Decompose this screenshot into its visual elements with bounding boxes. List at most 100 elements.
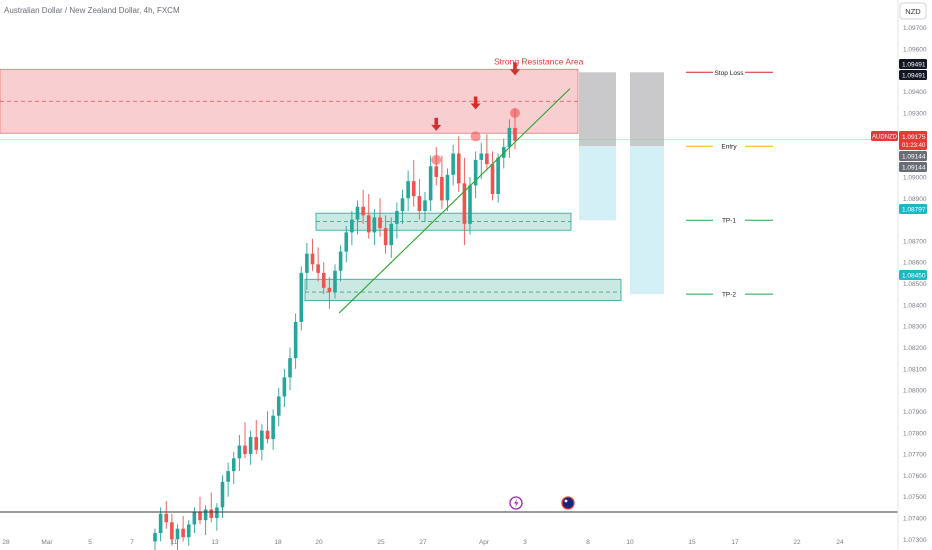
price-badge-text-5: 1.08797: [902, 207, 926, 214]
x-tick-12: 8: [586, 539, 590, 546]
candle-body-0: [153, 532, 157, 542]
candle-body-31: [327, 287, 332, 293]
down-arrow-head-2: [510, 69, 520, 76]
candle-body-13: [226, 471, 230, 482]
candle-body-2: [164, 513, 169, 523]
candle-body-64: [513, 127, 517, 141]
candle-body-32: [333, 270, 337, 293]
price-badge-text-6: 1.08450: [902, 273, 926, 280]
price-badge-1: [899, 70, 927, 80]
candle-body-9: [203, 509, 208, 521]
currency-button[interactable]: NZD: [905, 7, 921, 16]
candle-body-22: [276, 396, 281, 416]
candle-body-15: [237, 445, 242, 459]
candle-body-8: [198, 511, 202, 521]
zones-layer: Strong Resistance Area: [0, 56, 898, 301]
y-tick-7: 1.08700: [903, 238, 927, 245]
x-tick-9: 27: [419, 539, 427, 546]
candle-body-18: [254, 437, 259, 450]
candle-body-28: [310, 253, 315, 265]
candle-body-12: [220, 481, 225, 508]
candle-body-43: [395, 211, 399, 224]
stop-region-1: [579, 72, 616, 147]
y-tick-13: 1.08100: [903, 366, 927, 373]
x-tick-8: 25: [377, 539, 385, 546]
candle-body-3: [170, 522, 174, 540]
candle-body-42: [389, 223, 394, 246]
candle-body-19: [260, 430, 264, 450]
candle-body-17: [248, 437, 253, 455]
touch-point-0: [431, 154, 442, 165]
down-arrow-shaft-2: [513, 62, 517, 70]
y-tick-20: 1.07400: [903, 516, 927, 523]
price-badges: 1.09491 1.09491 1.09175 01:23:40 AUDNZD 1.091…: [871, 59, 927, 280]
symbol-title: Australian Dollar / New Zealand Dollar, …: [4, 6, 180, 15]
candle-body-1: [158, 513, 163, 533]
y-tick-1: 1.09600: [903, 47, 927, 54]
price-badge-text-0: 1.09491: [902, 62, 926, 69]
candle-body-37: [361, 206, 365, 216]
candle-body-51: [440, 176, 444, 201]
price-badge-text-3: 1.09144: [902, 154, 926, 161]
candle-body-25: [293, 321, 298, 359]
x-tick-0: 28: [2, 539, 10, 546]
candle-body-35: [350, 219, 354, 233]
y-tick-2: 1.09400: [903, 89, 927, 96]
current-price-value: 1.09175: [902, 134, 926, 141]
down-arrow-shaft-0: [434, 117, 439, 125]
candle-body-27: [305, 253, 309, 273]
x-axis-ticks: 28 Mar 5 7 11 13 18 20 25 27 Apr 3 8 10 15 17 22 24: [2, 539, 844, 546]
y-tick-3: 1.09300: [903, 110, 927, 117]
candle-body-26: [299, 272, 304, 322]
entry-label: Entry: [721, 144, 737, 151]
touch-point-1: [470, 131, 481, 142]
candle-body-57: [473, 159, 478, 186]
price-badge-5: [899, 204, 927, 214]
touch-point-2: [510, 107, 520, 118]
candle-body-11: [215, 507, 219, 519]
candle-body-34: [344, 232, 349, 252]
target-region-tp1: [579, 146, 616, 221]
candle-body-44: [400, 198, 405, 212]
countdown-timer: 01:23:40: [902, 143, 926, 149]
down-arrow-shaft-1: [473, 96, 478, 104]
candle-body-48: [423, 200, 427, 212]
symbol-tag: AUDNZD: [872, 135, 898, 141]
price-badge-text-4: 1.09144: [902, 165, 926, 172]
x-tick-17: 24: [836, 539, 844, 546]
candle-body-55: [462, 183, 467, 224]
candle-body-39: [372, 217, 377, 233]
currency-button-frame[interactable]: [899, 2, 927, 20]
candle-body-14: [231, 458, 236, 472]
x-tick-10: Apr: [479, 539, 490, 546]
y-tick-10: 1.08400: [903, 302, 927, 309]
candle-body-29: [316, 264, 320, 273]
candle-body-7: [192, 511, 197, 525]
candle-body-59: [485, 153, 489, 165]
candle-body-36: [355, 206, 360, 220]
price-badge-4: [899, 162, 927, 172]
y-tick-19: 1.07500: [903, 494, 927, 501]
x-tick-2: 5: [88, 539, 92, 546]
price-badge-0: [899, 59, 927, 69]
y-tick-12: 1.08200: [903, 345, 927, 352]
candle-body-61: [496, 157, 500, 194]
support-zone-2: [304, 278, 622, 301]
y-tick-18: 1.07600: [903, 473, 927, 480]
stop-loss-label: Stop Loss: [715, 70, 745, 77]
y-tick-17: 1.07700: [903, 452, 927, 459]
candle-body-30: [321, 272, 326, 288]
australia-flag-event-icon[interactable]: [561, 496, 575, 510]
x-tick-4: 11: [171, 539, 178, 546]
candle-body-60: [490, 164, 495, 194]
candle-body-23: [282, 377, 287, 397]
candle-body-6: [186, 524, 191, 538]
symbol-tag-badge: [871, 131, 898, 141]
y-tick-14: 1.08000: [903, 388, 927, 395]
candle-body-50: [434, 166, 439, 177]
lightning-glyph-icon: [514, 498, 519, 508]
y-tick-15: 1.07900: [903, 409, 927, 416]
flag-star-icon: [564, 499, 568, 503]
x-tick-1: Mar: [41, 539, 53, 546]
